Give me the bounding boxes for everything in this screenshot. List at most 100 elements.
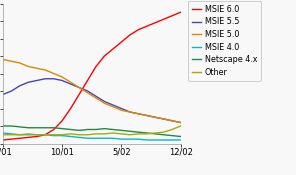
Other bbox=[120, 133, 123, 135]
MSIE 4.0 bbox=[128, 138, 132, 140]
MSIE 5.0 bbox=[153, 116, 157, 118]
Netscape 4.x bbox=[145, 132, 149, 134]
MSIE 4.0 bbox=[94, 137, 98, 139]
MSIE 4.0 bbox=[145, 139, 149, 141]
MSIE 6.0 bbox=[111, 48, 115, 50]
Netscape 4.x bbox=[77, 129, 81, 131]
Legend: MSIE 6.0, MSIE 5.5, MSIE 5.0, MSIE 4.0, Netscape 4.x, Other: MSIE 6.0, MSIE 5.5, MSIE 5.0, MSIE 4.0, … bbox=[188, 1, 261, 81]
MSIE 5.5 bbox=[179, 121, 182, 124]
MSIE 5.0 bbox=[103, 102, 106, 104]
MSIE 5.5 bbox=[77, 86, 81, 89]
MSIE 4.0 bbox=[69, 135, 73, 138]
MSIE 5.0 bbox=[44, 69, 47, 71]
MSIE 5.0 bbox=[1, 58, 5, 61]
MSIE 6.0 bbox=[10, 138, 13, 140]
MSIE 5.0 bbox=[120, 109, 123, 111]
Netscape 4.x bbox=[1, 125, 5, 127]
Netscape 4.x bbox=[44, 127, 47, 129]
Other bbox=[111, 132, 115, 134]
MSIE 5.5 bbox=[44, 78, 47, 80]
Other bbox=[170, 128, 174, 131]
MSIE 5.0 bbox=[170, 120, 174, 122]
Netscape 4.x bbox=[27, 127, 30, 129]
Netscape 4.x bbox=[136, 131, 140, 133]
Netscape 4.x bbox=[103, 128, 106, 130]
MSIE 4.0 bbox=[35, 134, 38, 136]
MSIE 5.5 bbox=[103, 100, 106, 103]
MSIE 5.5 bbox=[27, 81, 30, 83]
MSIE 6.0 bbox=[18, 137, 22, 139]
Other bbox=[179, 125, 182, 127]
Netscape 4.x bbox=[153, 133, 157, 135]
MSIE 5.5 bbox=[145, 114, 149, 117]
Netscape 4.x bbox=[69, 128, 73, 131]
Other bbox=[94, 133, 98, 135]
MSIE 4.0 bbox=[170, 139, 174, 141]
Line: Netscape 4.x: Netscape 4.x bbox=[3, 126, 181, 136]
MSIE 5.5 bbox=[52, 78, 55, 80]
MSIE 4.0 bbox=[18, 134, 22, 136]
MSIE 4.0 bbox=[136, 138, 140, 140]
MSIE 5.0 bbox=[18, 62, 22, 64]
MSIE 5.5 bbox=[69, 83, 73, 85]
MSIE 6.0 bbox=[94, 65, 98, 68]
MSIE 4.0 bbox=[10, 133, 13, 135]
MSIE 4.0 bbox=[120, 138, 123, 140]
MSIE 6.0 bbox=[44, 134, 47, 136]
MSIE 4.0 bbox=[179, 139, 182, 141]
MSIE 6.0 bbox=[136, 29, 140, 31]
Line: MSIE 5.0: MSIE 5.0 bbox=[3, 60, 181, 122]
MSIE 6.0 bbox=[128, 34, 132, 36]
Other bbox=[103, 133, 106, 135]
MSIE 4.0 bbox=[27, 134, 30, 136]
MSIE 5.5 bbox=[153, 116, 157, 118]
MSIE 6.0 bbox=[103, 55, 106, 57]
MSIE 6.0 bbox=[179, 11, 182, 13]
MSIE 5.0 bbox=[35, 67, 38, 69]
Other bbox=[77, 134, 81, 136]
MSIE 5.0 bbox=[77, 86, 81, 89]
MSIE 5.0 bbox=[60, 76, 64, 78]
MSIE 6.0 bbox=[145, 25, 149, 27]
Netscape 4.x bbox=[162, 134, 165, 136]
MSIE 4.0 bbox=[77, 136, 81, 138]
Netscape 4.x bbox=[60, 128, 64, 130]
MSIE 5.0 bbox=[179, 121, 182, 124]
MSIE 5.5 bbox=[162, 118, 165, 120]
Other bbox=[44, 134, 47, 136]
Other bbox=[10, 134, 13, 136]
MSIE 6.0 bbox=[162, 18, 165, 20]
MSIE 5.5 bbox=[18, 85, 22, 87]
MSIE 6.0 bbox=[52, 128, 55, 131]
MSIE 4.0 bbox=[103, 137, 106, 139]
Other bbox=[35, 134, 38, 136]
MSIE 6.0 bbox=[27, 136, 30, 138]
MSIE 4.0 bbox=[86, 137, 89, 139]
MSIE 5.5 bbox=[10, 90, 13, 92]
Other bbox=[153, 132, 157, 134]
MSIE 5.5 bbox=[111, 104, 115, 106]
MSIE 5.0 bbox=[27, 65, 30, 68]
MSIE 5.5 bbox=[86, 90, 89, 92]
Line: MSIE 5.5: MSIE 5.5 bbox=[3, 79, 181, 122]
MSIE 4.0 bbox=[153, 139, 157, 141]
Netscape 4.x bbox=[52, 127, 55, 129]
MSIE 6.0 bbox=[86, 79, 89, 82]
MSIE 5.0 bbox=[86, 92, 89, 94]
MSIE 6.0 bbox=[120, 41, 123, 43]
Other bbox=[52, 134, 55, 136]
Other bbox=[69, 133, 73, 135]
Netscape 4.x bbox=[35, 127, 38, 129]
Netscape 4.x bbox=[18, 126, 22, 128]
Other bbox=[60, 134, 64, 136]
MSIE 6.0 bbox=[35, 135, 38, 138]
MSIE 4.0 bbox=[44, 134, 47, 136]
Netscape 4.x bbox=[111, 128, 115, 131]
MSIE 6.0 bbox=[170, 15, 174, 17]
MSIE 4.0 bbox=[111, 137, 115, 139]
Line: MSIE 4.0: MSIE 4.0 bbox=[3, 133, 181, 140]
MSIE 5.5 bbox=[35, 79, 38, 82]
Line: Other: Other bbox=[3, 126, 181, 135]
MSIE 5.0 bbox=[162, 118, 165, 120]
MSIE 5.0 bbox=[10, 60, 13, 62]
